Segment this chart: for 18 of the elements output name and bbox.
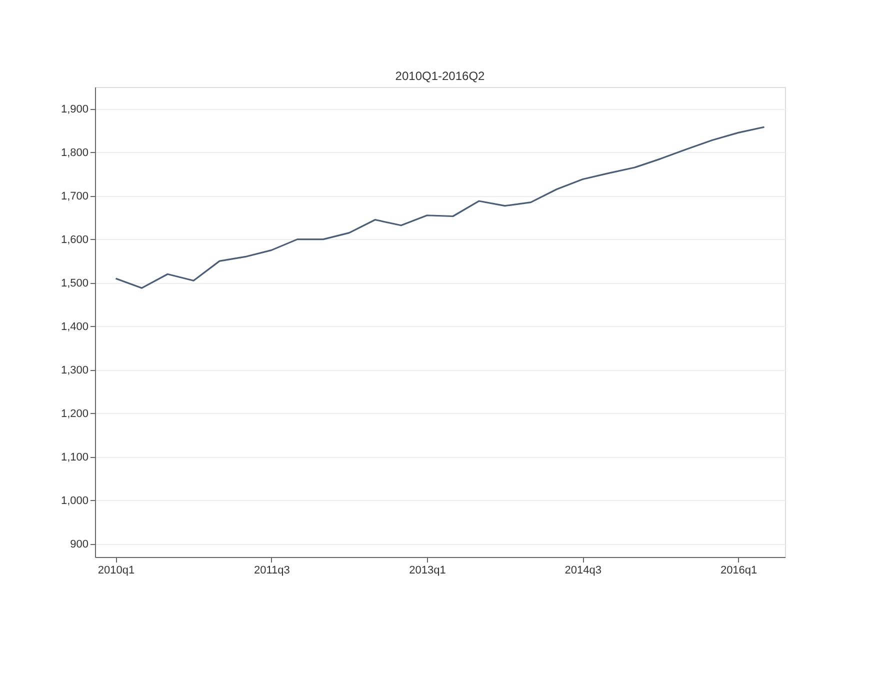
y-tick-label: 1,400 [60, 320, 88, 333]
y-tick-label: 1,200 [60, 408, 88, 420]
y-tick-label: 1,900 [60, 103, 88, 116]
y-tick-label: 1,600 [60, 234, 88, 246]
chart-title: 2010Q1-2016Q2 [395, 69, 486, 83]
y-tick-label: 1,000 [60, 494, 88, 507]
y-tick-label: 1,800 [60, 146, 88, 159]
x-tick-label: 2011q3 [254, 564, 290, 576]
x-tick-label: 2013q1 [409, 564, 446, 576]
y-tick-label: 1,500 [60, 277, 88, 290]
x-tick-label: 2014q3 [564, 564, 602, 576]
y-tick-label: 900 [70, 538, 88, 550]
y-tick-label: 1,300 [60, 364, 88, 376]
y-tick-label: 1,100 [60, 451, 88, 464]
y-tick-label: 1,700 [60, 190, 88, 202]
x-tick-label: 2010q1 [98, 564, 135, 576]
line-series [114, 126, 766, 289]
x-tick-label: 2016q1 [720, 564, 758, 576]
